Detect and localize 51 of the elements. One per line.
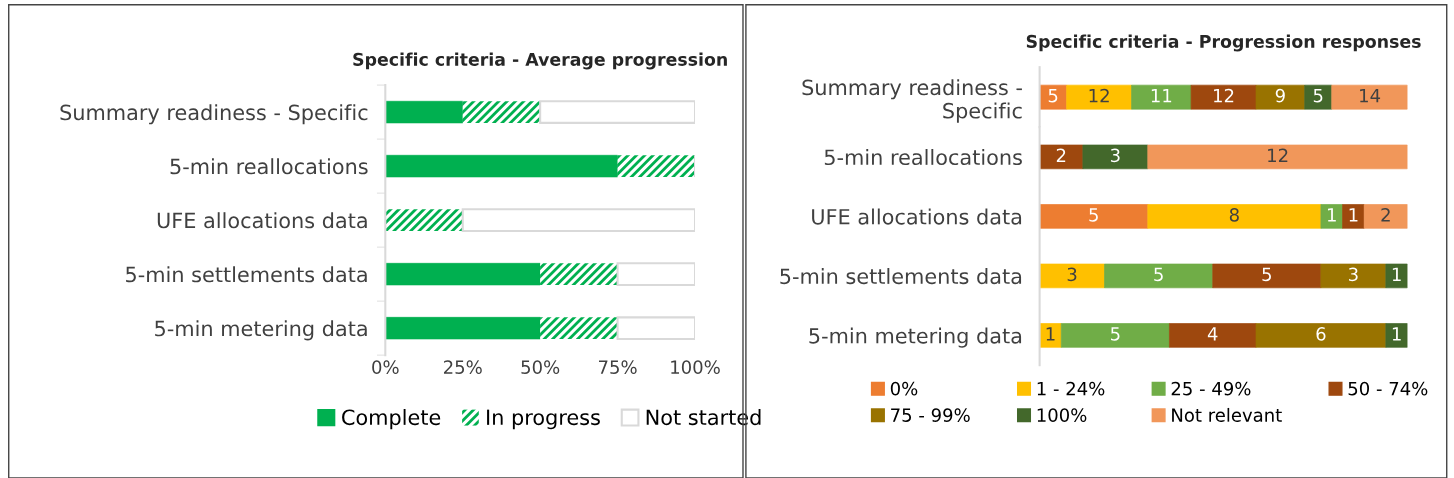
legend-label: 25 - 49% xyxy=(1171,381,1251,396)
x-tick-label: 25% xyxy=(443,360,482,374)
x-tick-label: 75% xyxy=(599,360,637,374)
data-label: 9 xyxy=(1275,88,1285,103)
data-label: 8 xyxy=(1229,208,1239,222)
legend-label: In progress xyxy=(487,409,600,430)
data-label: 5 xyxy=(1154,267,1163,282)
legend-label: Not relevant xyxy=(1172,407,1282,422)
legend-label: 100% xyxy=(1037,408,1087,422)
data-label: 1 xyxy=(1392,327,1401,341)
y-tick-label: UFE allocations data xyxy=(812,208,1022,225)
y-tick-label: 5-min metering data xyxy=(155,320,367,341)
y-tick-label: 5-min reallocations xyxy=(824,148,1022,166)
data-label: 5 xyxy=(1048,88,1058,103)
y-tick-label: 5-min metering data xyxy=(809,327,1022,348)
data-label: 1 xyxy=(1327,208,1336,222)
x-tick-label: 0% xyxy=(372,360,399,374)
data-label: 1 xyxy=(1046,327,1055,341)
data-label: 11 xyxy=(1151,88,1172,103)
x-tick-label: 100% xyxy=(671,360,720,374)
data-label: 5 xyxy=(1089,208,1098,222)
data-label: 12 xyxy=(1214,88,1234,103)
y-tick-label: 5-min settlements data xyxy=(126,266,367,283)
data-label: 4 xyxy=(1207,327,1218,341)
data-label: 6 xyxy=(1316,327,1326,341)
legend-label: Complete xyxy=(342,409,441,430)
legend-label: 0% xyxy=(890,381,918,396)
data-label: 12 xyxy=(1268,148,1288,162)
data-label: 1 xyxy=(1392,267,1401,281)
x-tick-label: 50% xyxy=(521,360,560,374)
data-label: 3 xyxy=(1349,267,1358,282)
y-tick-label: Summary readiness - Specific xyxy=(60,104,368,125)
data-label: 12 xyxy=(1089,88,1109,103)
data-label: 3 xyxy=(1067,267,1077,282)
legend-label: 1 - 24% xyxy=(1037,381,1105,396)
data-label: 5 xyxy=(1313,88,1323,103)
y-tick-label: 5-min reallocations xyxy=(170,158,368,175)
data-label: 5 xyxy=(1262,267,1271,282)
y-tick-label: 5-min settlements data xyxy=(780,268,1022,285)
legend-label: 75 - 99% xyxy=(891,408,970,422)
legend-label: 50 - 74% xyxy=(1348,381,1428,396)
chart-title: Specific criteria - Average progression xyxy=(353,52,727,70)
data-label: 2 xyxy=(1381,208,1390,222)
data-label: 3 xyxy=(1110,148,1120,163)
data-label: 14 xyxy=(1360,88,1381,103)
data-label: 5 xyxy=(1111,327,1120,341)
chart-title: Specific criteria - Progression responses xyxy=(1026,34,1421,52)
data-label: 2 xyxy=(1056,148,1066,162)
y-tick-label: UFE allocations data xyxy=(157,212,367,229)
data-label: 1 xyxy=(1349,208,1358,222)
y-tick-label: Summary readiness - Specific xyxy=(802,79,1022,123)
